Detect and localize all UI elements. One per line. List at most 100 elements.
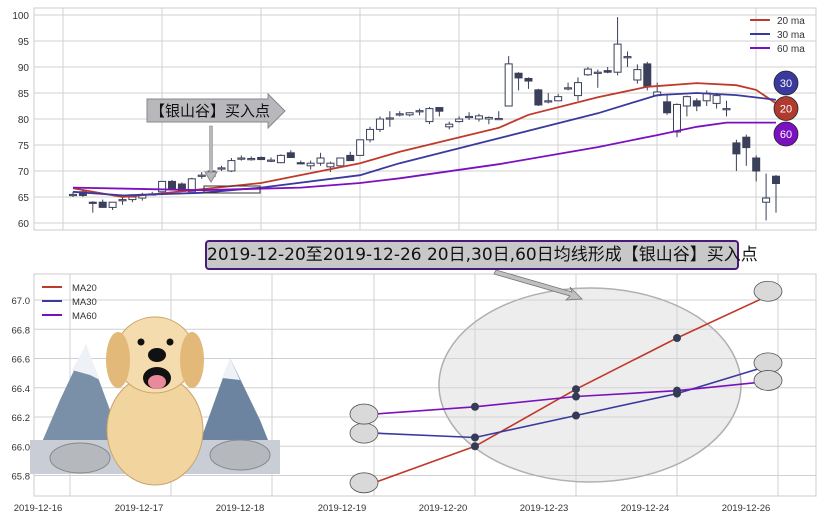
legend-label: 30 ma xyxy=(777,30,805,41)
candle-down xyxy=(346,154,355,162)
y-tick-label: 100 xyxy=(12,11,29,22)
y-tick-label: 66.6 xyxy=(12,355,31,366)
candle-up xyxy=(316,157,325,164)
candle-up xyxy=(474,115,483,120)
data-point xyxy=(572,411,580,420)
y-tick-label: 65 xyxy=(18,193,30,204)
x-tick-label: 2019-12-24 xyxy=(621,503,670,514)
candle-up xyxy=(375,118,384,130)
data-point xyxy=(471,402,479,411)
candle-down xyxy=(534,89,543,106)
candle-down xyxy=(524,77,533,82)
candle-up xyxy=(445,123,454,128)
dog-ear-left xyxy=(106,332,130,388)
dog-nose xyxy=(148,348,166,362)
candle-up xyxy=(573,82,582,97)
annotation-arrow-box xyxy=(146,92,286,130)
candle-up xyxy=(465,115,474,119)
candle-down xyxy=(742,136,751,149)
silver-ingot-right xyxy=(209,439,271,471)
ingot-marker xyxy=(349,422,379,444)
legend-label: MA20 xyxy=(72,283,97,294)
candle-down xyxy=(772,175,780,184)
candle-down xyxy=(752,157,761,172)
ma-badge-label: 30 xyxy=(780,78,792,90)
ingot-marker xyxy=(753,370,783,391)
candle-up xyxy=(336,157,345,167)
candle-up xyxy=(217,167,226,170)
data-point xyxy=(572,385,580,394)
y-tick-label: 65.8 xyxy=(12,472,31,483)
candle-up xyxy=(564,87,573,90)
legend-label: 60 ma xyxy=(777,44,805,55)
candle-up xyxy=(623,56,632,59)
candle-down xyxy=(286,152,295,158)
y-tick-label: 66.4 xyxy=(12,384,31,395)
candle-up xyxy=(108,201,117,208)
dog-ear-right xyxy=(180,332,204,388)
candle-up xyxy=(118,199,127,202)
ingot-marker xyxy=(753,280,783,302)
y-tick-label: 66.0 xyxy=(12,442,31,453)
mountain-snow xyxy=(72,345,100,380)
ingot-marker xyxy=(349,403,379,425)
candle-up xyxy=(247,158,256,161)
candle-down xyxy=(88,201,97,204)
data-point xyxy=(471,433,479,442)
ma-badge-label: 20 xyxy=(780,104,792,116)
candle-up xyxy=(455,118,464,123)
candle-up xyxy=(484,116,493,120)
candle-up xyxy=(197,174,206,177)
candle-down xyxy=(732,142,741,155)
y-tick-label: 95 xyxy=(18,37,30,48)
dog-illustration xyxy=(30,316,280,486)
y-tick-label: 75 xyxy=(18,141,30,152)
ma-badge xyxy=(773,121,799,147)
legend-label: MA30 xyxy=(72,297,97,308)
pointer-arrow xyxy=(493,269,583,301)
chart-title: 2019-12-20至2019-12-26 20日,30日,60日均线形成【银山… xyxy=(205,240,758,270)
y-tick-label: 66.2 xyxy=(12,413,31,424)
candle-up xyxy=(405,112,414,116)
candle-up xyxy=(712,95,721,104)
candle-up xyxy=(158,180,167,193)
candle-up xyxy=(356,139,365,156)
ma-line-20-ma xyxy=(72,82,777,198)
x-tick-label: 2019-12-26 xyxy=(722,503,771,514)
ma-badge-label: 60 xyxy=(780,129,792,141)
candle-up xyxy=(613,43,622,73)
legend-label: MA60 xyxy=(72,311,97,322)
buy-point-box xyxy=(203,185,261,194)
candle-down xyxy=(98,201,107,208)
candle-up xyxy=(187,178,196,193)
candle-up xyxy=(415,110,424,113)
x-tick-label: 2019-12-19 xyxy=(318,503,367,514)
y-tick-label: 90 xyxy=(18,63,30,74)
legend-label: 20 ma xyxy=(777,16,805,27)
candle-up xyxy=(722,108,731,111)
ma-badge xyxy=(773,96,799,121)
data-point xyxy=(673,334,681,343)
candle-up xyxy=(672,103,681,133)
candle-up xyxy=(583,68,592,76)
candle-up xyxy=(494,117,503,121)
candle-down xyxy=(257,156,266,161)
candle-up xyxy=(306,162,315,167)
candle-up xyxy=(385,117,394,120)
candle-down xyxy=(663,101,672,114)
candle-up xyxy=(326,162,335,168)
x-tick-label: 2019-12-20 xyxy=(419,503,468,514)
mountain-snow xyxy=(222,358,240,380)
data-point xyxy=(572,392,580,401)
x-tick-label: 2019-12-18 xyxy=(216,503,265,514)
candle-up xyxy=(504,63,513,107)
candle-up xyxy=(366,128,375,141)
ma-badge xyxy=(773,70,799,96)
dog-eye xyxy=(137,338,145,346)
candle-up xyxy=(633,69,642,81)
candle-up xyxy=(395,113,404,116)
ma-line-60-ma xyxy=(72,121,776,192)
y-tick-label: 80 xyxy=(18,115,30,126)
